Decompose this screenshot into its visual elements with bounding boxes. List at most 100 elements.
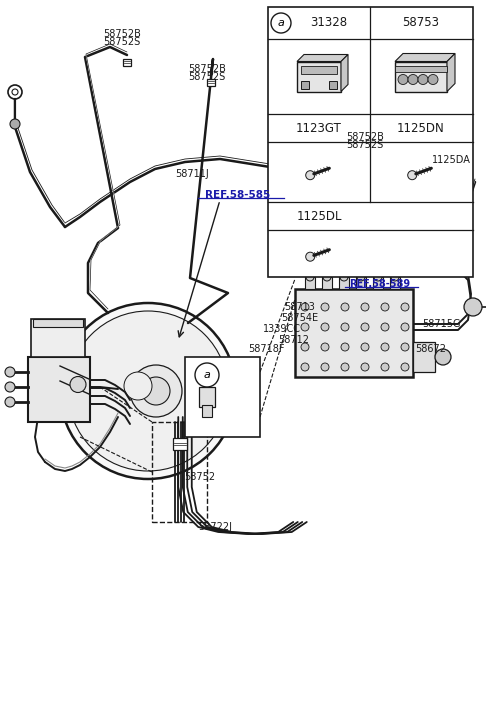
Circle shape: [341, 303, 349, 311]
Text: 1339CC: 1339CC: [263, 324, 301, 334]
Bar: [301, 65, 337, 73]
Circle shape: [381, 343, 389, 351]
Circle shape: [341, 363, 349, 371]
Bar: [202, 405, 212, 417]
Text: a: a: [204, 370, 210, 380]
Text: 1125DL: 1125DL: [296, 209, 342, 222]
Polygon shape: [341, 55, 348, 92]
Circle shape: [408, 171, 417, 180]
Circle shape: [321, 363, 329, 371]
Circle shape: [5, 367, 15, 377]
Bar: [199, 387, 215, 407]
Bar: [231, 379, 249, 403]
Text: a: a: [278, 18, 284, 28]
Bar: [28, 357, 90, 422]
Text: 1123GT: 1123GT: [296, 121, 342, 134]
Circle shape: [301, 303, 309, 311]
Text: 58711J: 58711J: [175, 169, 209, 179]
Bar: [329, 81, 337, 89]
Text: 58754E: 58754E: [281, 313, 318, 323]
Circle shape: [301, 363, 309, 371]
Circle shape: [361, 363, 369, 371]
Text: 1125DA: 1125DA: [432, 155, 471, 165]
Circle shape: [357, 273, 365, 281]
Bar: [301, 81, 309, 89]
Circle shape: [306, 273, 314, 281]
Bar: [152, 422, 207, 522]
Circle shape: [130, 365, 182, 417]
Bar: [31, 319, 85, 357]
Circle shape: [401, 303, 409, 311]
Bar: [390, 277, 400, 289]
Text: 58752: 58752: [185, 472, 216, 482]
Circle shape: [124, 372, 152, 400]
Circle shape: [391, 273, 399, 281]
Circle shape: [435, 349, 451, 365]
Circle shape: [10, 119, 20, 129]
Circle shape: [60, 303, 236, 479]
Bar: [207, 79, 215, 86]
Text: 58715G: 58715G: [422, 319, 461, 329]
Text: 58752S: 58752S: [189, 72, 226, 82]
Text: 58752S: 58752S: [346, 140, 383, 150]
Circle shape: [5, 382, 15, 392]
Text: 58753: 58753: [402, 17, 439, 30]
Bar: [123, 58, 131, 65]
Circle shape: [341, 323, 349, 331]
Text: 58752B: 58752B: [346, 132, 384, 142]
Circle shape: [306, 252, 315, 261]
Circle shape: [271, 13, 291, 33]
Circle shape: [321, 323, 329, 331]
Circle shape: [70, 377, 86, 393]
Text: 1125DN: 1125DN: [397, 121, 445, 134]
Circle shape: [68, 311, 228, 471]
Circle shape: [401, 363, 409, 371]
Circle shape: [408, 74, 418, 84]
Bar: [373, 277, 383, 289]
Text: 58718F: 58718F: [248, 344, 284, 354]
Circle shape: [5, 397, 15, 407]
Text: 58713: 58713: [284, 302, 315, 312]
Bar: [356, 277, 366, 289]
Text: 58712: 58712: [278, 335, 309, 345]
Circle shape: [381, 303, 389, 311]
Polygon shape: [395, 54, 455, 62]
Text: REF.58-585: REF.58-585: [206, 190, 271, 200]
Text: REF.58-589: REF.58-589: [349, 279, 411, 289]
Circle shape: [341, 343, 349, 351]
Circle shape: [464, 298, 482, 316]
Circle shape: [361, 343, 369, 351]
Bar: [33, 319, 83, 327]
Circle shape: [323, 273, 331, 281]
Bar: [305, 277, 315, 289]
Circle shape: [301, 323, 309, 331]
Circle shape: [374, 273, 382, 281]
Bar: [413, 342, 435, 372]
Circle shape: [381, 363, 389, 371]
Text: 58752B: 58752B: [188, 64, 226, 74]
Bar: [349, 151, 357, 158]
Polygon shape: [297, 55, 348, 62]
Polygon shape: [447, 54, 455, 92]
Bar: [339, 277, 349, 289]
Bar: [322, 277, 332, 289]
Bar: [268, 7, 473, 277]
Bar: [395, 62, 447, 92]
Circle shape: [401, 343, 409, 351]
Bar: [295, 289, 413, 377]
Circle shape: [142, 377, 170, 405]
Text: 31328: 31328: [311, 17, 347, 30]
Circle shape: [428, 74, 438, 84]
Circle shape: [195, 363, 219, 387]
Text: 58752B: 58752B: [103, 29, 141, 39]
Circle shape: [361, 303, 369, 311]
Bar: [297, 62, 341, 92]
Circle shape: [306, 171, 315, 180]
Circle shape: [321, 303, 329, 311]
Circle shape: [301, 343, 309, 351]
Text: 58672: 58672: [415, 344, 446, 354]
Bar: [173, 438, 187, 450]
Circle shape: [340, 273, 348, 281]
Text: 58722J: 58722J: [198, 522, 232, 532]
Circle shape: [361, 323, 369, 331]
